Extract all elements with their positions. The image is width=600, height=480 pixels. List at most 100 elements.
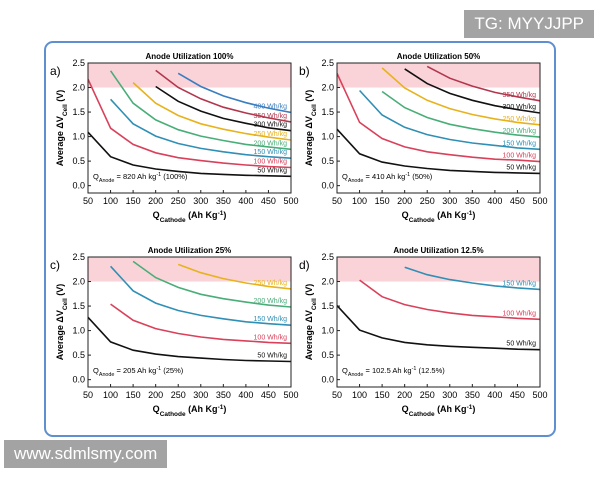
text-part: Q — [153, 404, 160, 414]
x-tick-label: 450 — [510, 390, 525, 400]
watermark: TG: MYYJJPP — [464, 10, 594, 38]
x-tick-label: 150 — [126, 196, 141, 206]
series-label: 200 Wh/kg — [254, 140, 288, 147]
series-label: 150 Wh/kg — [254, 316, 288, 323]
y-tick-label: 2.5 — [72, 58, 85, 68]
chart-title: Anode Utilization 25% — [148, 246, 232, 255]
text-part: ) — [472, 404, 475, 414]
y-tick-label: 2.0 — [321, 83, 334, 93]
figure-frame — [44, 41, 556, 437]
y-tick-label: 2.5 — [321, 58, 334, 68]
series-label: 200 Wh/kg — [254, 298, 288, 305]
text-part: Cathode — [160, 411, 186, 418]
text-part: Cell — [311, 104, 318, 116]
x-tick-label: 400 — [238, 196, 253, 206]
x-tick-label: 300 — [442, 390, 457, 400]
series-label: 350 Wh/kg — [254, 113, 288, 120]
x-tick-label: 100 — [103, 196, 118, 206]
text-part: Average ΔV — [304, 310, 314, 360]
x-tick-label: 200 — [397, 390, 412, 400]
text-part: = 820 Ah kg — [114, 172, 156, 181]
x-tick-label: 350 — [465, 390, 480, 400]
text-part: Cell — [62, 104, 69, 116]
series-label: 50 Wh/kg — [257, 352, 287, 359]
series-label: 50 Wh/kg — [257, 167, 287, 174]
x-tick-label: 500 — [283, 196, 298, 206]
series-line — [132, 260, 291, 308]
series-label: 200 Wh/kg — [503, 128, 537, 135]
plot-frame — [87, 256, 292, 388]
series-line — [381, 67, 540, 126]
x-tick-label: 100 — [352, 390, 367, 400]
y-tick-label: 0.5 — [321, 350, 334, 360]
text-part: Q — [342, 172, 348, 181]
text-part: (V) — [304, 284, 314, 299]
series-line — [155, 69, 291, 123]
annotation: QAnode = 205 Ah kg-1 (25%) — [93, 366, 184, 378]
y-tick-label: 1.0 — [321, 132, 334, 142]
text-part: (Ah Kg — [435, 210, 467, 220]
x-axis-label: QCathode (Ah Kg-1) — [402, 404, 476, 418]
chart-title: Anode Utilization 12.5% — [393, 246, 483, 255]
x-tick-label: 100 — [352, 196, 367, 206]
text-part: (Ah Kg — [435, 404, 467, 414]
text-part: (25%) — [161, 366, 184, 375]
text-part: -1 — [156, 366, 161, 372]
series-line — [426, 65, 540, 102]
y-tick-label: 0.5 — [321, 156, 334, 166]
text-part: Cell — [311, 298, 318, 310]
text-part: Q — [402, 404, 409, 414]
x-tick-label: 300 — [193, 196, 208, 206]
series-label: 250 Wh/kg — [254, 280, 288, 287]
series-label: 50 Wh/kg — [506, 341, 536, 348]
text-part: -1 — [218, 210, 224, 217]
text-part: -1 — [467, 404, 473, 411]
x-tick-label: 400 — [487, 390, 502, 400]
panel-label: d) — [299, 258, 310, 272]
y-tick-label: 1.0 — [321, 326, 334, 336]
text-part: Cathode — [409, 411, 435, 418]
x-tick-label: 150 — [375, 390, 390, 400]
text-part: = 205 Ah kg — [114, 366, 156, 375]
y-tick-label: 0.0 — [72, 375, 85, 385]
text-part: Average ΔV — [55, 116, 65, 166]
y-tick-label: 2.0 — [321, 277, 334, 287]
x-tick-label: 250 — [420, 390, 435, 400]
x-tick-label: 450 — [261, 196, 276, 206]
text-part: Anode — [348, 372, 364, 378]
text-part: Q — [93, 172, 99, 181]
series-label: 100 Wh/kg — [254, 158, 288, 165]
text-part: Average ΔV — [55, 310, 65, 360]
series-line — [177, 72, 291, 114]
series-label: 300 Wh/kg — [503, 104, 537, 111]
x-tick-label: 250 — [171, 390, 186, 400]
series-line — [337, 305, 540, 351]
x-tick-label: 250 — [420, 196, 435, 206]
y-tick-label: 0.0 — [321, 181, 334, 191]
x-tick-label: 500 — [283, 390, 298, 400]
panel-label: c) — [50, 258, 60, 272]
series-label: 100 Wh/kg — [503, 310, 537, 317]
y-tick-label: 1.0 — [72, 132, 85, 142]
y-tick-label: 1.5 — [321, 107, 334, 117]
series-label: 150 Wh/kg — [503, 140, 537, 147]
y-tick-label: 1.0 — [72, 326, 85, 336]
annotation: QAnode = 410 Ah kg-1 (50%) — [342, 172, 433, 184]
text-part: (50%) — [410, 172, 433, 181]
text-part: Anode — [99, 372, 115, 378]
y-tick-label: 2.5 — [72, 252, 85, 262]
shaded-band — [88, 63, 291, 88]
x-tick-label: 350 — [216, 196, 231, 206]
y-tick-label: 1.5 — [72, 107, 85, 117]
series-line — [109, 70, 291, 151]
text-part: (V) — [55, 284, 65, 299]
text-part: (100%) — [161, 172, 188, 181]
series-line — [88, 131, 291, 178]
x-tick-label: 450 — [510, 196, 525, 206]
text-part: -1 — [467, 210, 473, 217]
series-label: 350 Wh/kg — [503, 92, 537, 99]
x-tick-label: 50 — [83, 196, 93, 206]
text-part: ) — [223, 210, 226, 220]
x-tick-label: 50 — [83, 390, 93, 400]
x-tick-label: 450 — [261, 390, 276, 400]
